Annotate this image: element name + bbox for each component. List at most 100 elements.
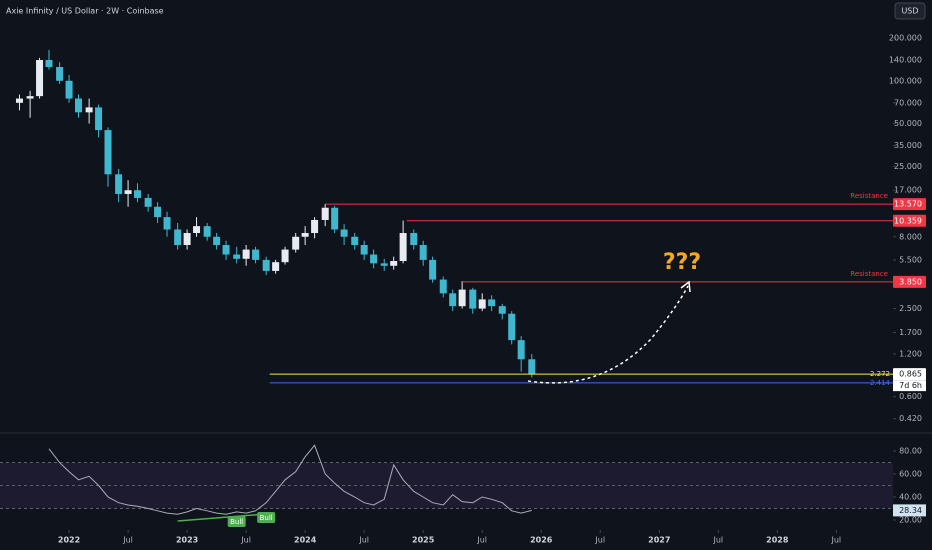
candle-body (281, 249, 289, 263)
y-tick-label: 80.00 (899, 447, 922, 456)
candle-body (301, 233, 309, 237)
x-tick-label: 2025 (412, 536, 435, 545)
x-tick-label: Jul (831, 536, 842, 545)
level-side-label: 2.272 (870, 370, 890, 378)
bull-label-box (257, 512, 276, 523)
level-annotation: Resistance (850, 270, 888, 278)
candle-body (340, 229, 348, 237)
x-tick-label: 2024 (294, 536, 317, 545)
candle-body (419, 245, 427, 260)
symbol-title: Axie Infinity / US Dollar · 2W · Coinbas… (6, 7, 164, 16)
y-tick-label: 100.000 (889, 76, 922, 85)
candle-body (380, 263, 388, 266)
candle-body (351, 236, 359, 246)
y-tick-label: 2.500 (899, 304, 922, 313)
currency-button[interactable] (894, 2, 926, 20)
candle-body (233, 254, 241, 259)
price-label: 0.865 (899, 370, 922, 379)
y-tick-label: 35.000 (894, 141, 922, 150)
x-tick-label: 2027 (648, 536, 670, 545)
candle-body (104, 130, 112, 175)
candle-body (45, 60, 53, 68)
candle-body (370, 254, 378, 264)
candle-body (203, 226, 211, 237)
y-tick-label: 0.600 (899, 392, 922, 401)
divergence-line (177, 513, 267, 522)
candle-body (410, 233, 418, 246)
y-tick-label: 40.00 (899, 493, 922, 502)
price-label-box (893, 368, 926, 381)
candle-body (134, 190, 142, 198)
y-tick-label: 17.000 (894, 186, 922, 195)
y-tick-label: 20.00 (899, 515, 922, 524)
level-side-label: 2.414 (870, 379, 891, 387)
annotation: ??? (663, 250, 701, 275)
bull-label: Bull (230, 518, 243, 526)
candle-body (262, 259, 270, 271)
x-tick-label: Jul (594, 536, 605, 545)
countdown-box (893, 380, 926, 392)
rsi-value-label: 28.34 (899, 506, 922, 515)
x-tick-label: Jul (476, 536, 487, 545)
projection-arrow (527, 285, 689, 384)
price-label: 13.570 (894, 200, 922, 209)
price-label-box (893, 198, 926, 211)
candle-body (95, 107, 103, 131)
y-tick-label: 60.00 (899, 470, 922, 479)
bull-label: Bull (260, 514, 273, 522)
x-tick-label: 2026 (530, 536, 553, 545)
x-tick-label: 2028 (766, 536, 789, 545)
candle-body (478, 299, 486, 309)
y-tick-label: 8.000 (899, 232, 922, 241)
arrow-head (680, 280, 691, 293)
candle-body (36, 60, 44, 97)
candle-body (15, 98, 23, 103)
y-tick-label: 50.000 (894, 119, 922, 128)
x-tick-label: Jul (358, 536, 369, 545)
x-tick-label: Jul (712, 536, 723, 545)
price-label: 3.850 (899, 277, 922, 286)
y-tick-label: 200.000 (889, 33, 922, 42)
level-annotation: Resistance (850, 192, 888, 200)
y-tick-label: 70.000 (894, 98, 922, 107)
candle-body (144, 197, 152, 207)
candle-body (311, 219, 319, 234)
currency-label[interactable]: USD (901, 7, 918, 16)
y-tick-label: 1.700 (899, 328, 922, 337)
candle-body (390, 261, 398, 266)
candle-body (528, 359, 536, 375)
candle-body (154, 206, 162, 218)
bull-label-box (227, 516, 246, 527)
candle-body (399, 233, 407, 262)
candle-body (193, 226, 201, 234)
candle-body (439, 279, 447, 294)
x-tick-label: 2022 (58, 536, 80, 545)
candle-body (292, 236, 300, 250)
candle-body (124, 190, 132, 194)
candle-body (242, 249, 250, 259)
price-label-box (893, 214, 926, 227)
y-tick-label: 140.000 (889, 56, 922, 65)
y-tick-label: 1.200 (899, 349, 922, 358)
candle-body (498, 306, 506, 314)
x-tick-label: Jul (240, 536, 251, 545)
candle-body (449, 293, 457, 307)
candle-body (213, 236, 221, 246)
x-tick-label: Jul (122, 536, 133, 545)
candle-body (115, 174, 123, 194)
candle-body (517, 340, 525, 360)
candle-body (252, 249, 260, 260)
candle-body (321, 207, 329, 220)
candle-body (429, 259, 437, 280)
candle-body (163, 217, 171, 230)
candle-body (508, 313, 516, 341)
candle-body (85, 107, 93, 113)
candle-body (183, 233, 191, 246)
x-tick-label: 2023 (176, 536, 198, 545)
price-label-box (893, 275, 926, 288)
candle-body (488, 299, 496, 307)
candle-body (56, 67, 64, 81)
candle-body (360, 245, 368, 255)
